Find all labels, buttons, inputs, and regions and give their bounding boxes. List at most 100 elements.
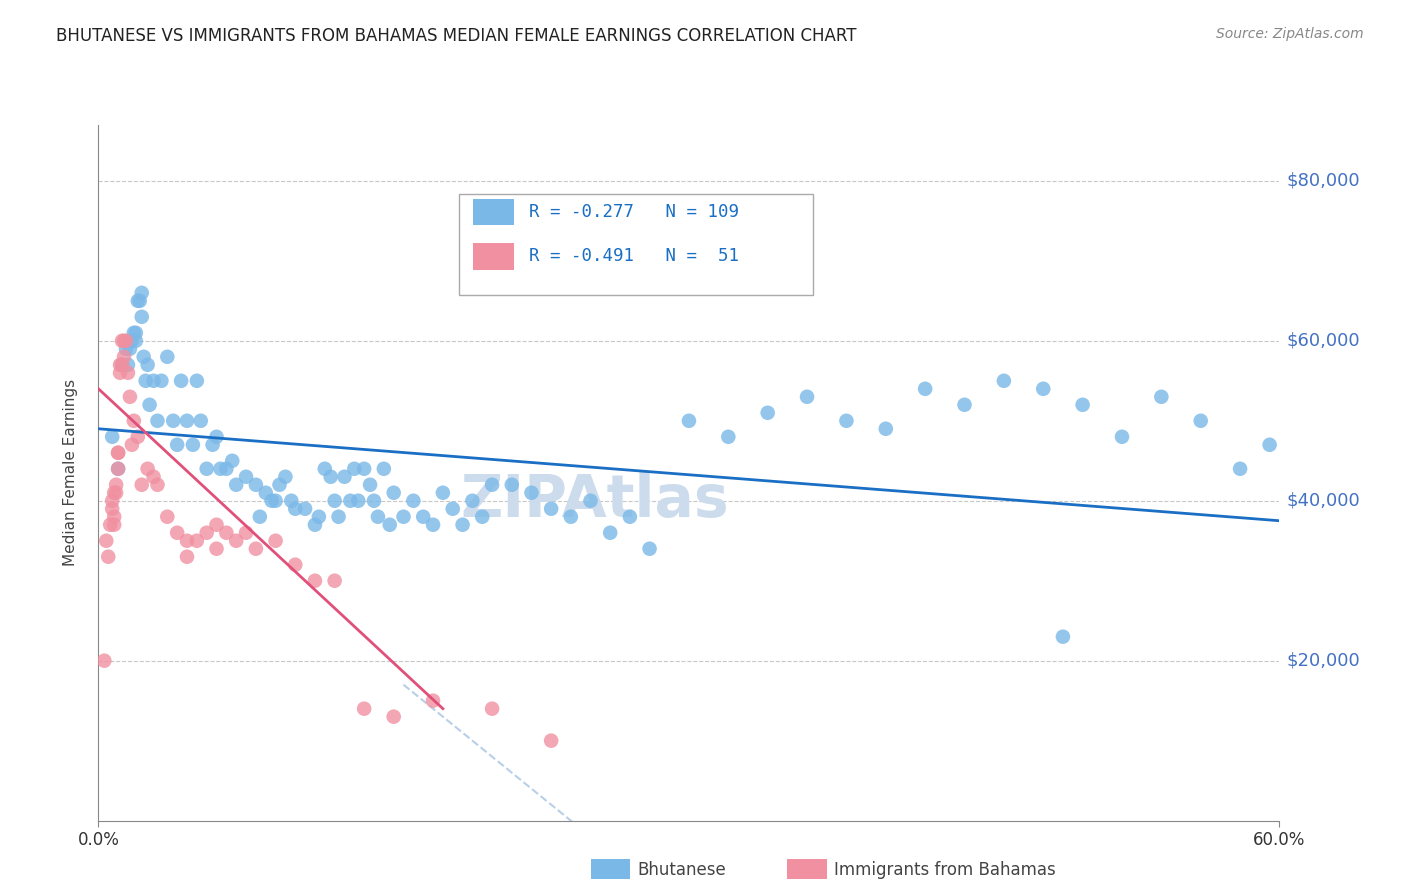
Bar [472, 199, 515, 225]
Point [131, 477, 153, 491]
Point [111, 334, 134, 348]
Point [136, 358, 159, 372]
Point [835, 414, 858, 428]
Point [347, 493, 370, 508]
Point [599, 525, 621, 540]
Point [501, 477, 523, 491]
Point [96, 533, 118, 548]
Point [186, 374, 208, 388]
Point [138, 398, 160, 412]
Point [717, 430, 740, 444]
Point [294, 501, 316, 516]
Point [402, 493, 425, 508]
Point [245, 541, 267, 556]
Point [254, 485, 277, 500]
Point [382, 709, 405, 723]
Point [107, 446, 129, 460]
Point [93, 654, 115, 668]
Point [125, 326, 148, 340]
Point [176, 549, 198, 564]
Point [101, 501, 124, 516]
Point [304, 517, 326, 532]
Point [308, 509, 330, 524]
Point [284, 558, 307, 572]
Point [367, 509, 389, 524]
Point [235, 525, 257, 540]
Point [363, 493, 385, 508]
Point [97, 549, 120, 564]
Point [201, 438, 224, 452]
Point [181, 438, 204, 452]
Bar [472, 244, 515, 269]
Point [1111, 430, 1133, 444]
Point [190, 414, 212, 428]
Point [176, 533, 198, 548]
Point [112, 334, 135, 348]
Text: R = -0.277   N = 109: R = -0.277 N = 109 [530, 202, 740, 221]
Y-axis label: Median Female Earnings: Median Female Earnings [63, 379, 77, 566]
Point [103, 485, 125, 500]
Point [131, 285, 153, 300]
Text: R = -0.491   N =  51: R = -0.491 N = 51 [530, 247, 740, 266]
Point [107, 446, 129, 460]
Text: BHUTANESE VS IMMIGRANTS FROM BAHAMAS MEDIAN FEMALE EARNINGS CORRELATION CHART: BHUTANESE VS IMMIGRANTS FROM BAHAMAS MED… [56, 27, 856, 45]
Point [115, 334, 138, 348]
Point [249, 509, 271, 524]
Point [170, 374, 193, 388]
Point [142, 374, 165, 388]
Point [103, 509, 125, 524]
Point [392, 509, 415, 524]
Point [135, 374, 157, 388]
Point [205, 430, 228, 444]
Point [540, 733, 562, 747]
Point [359, 477, 381, 491]
Point [284, 501, 307, 516]
Point [107, 462, 129, 476]
Point [195, 462, 218, 476]
Point [205, 517, 228, 532]
Point [146, 414, 169, 428]
Point [176, 414, 198, 428]
Point [875, 422, 897, 436]
Point [111, 358, 134, 372]
Point [432, 485, 454, 500]
Point [142, 469, 165, 483]
Point [264, 493, 287, 508]
Point [461, 493, 484, 508]
Point [1032, 382, 1054, 396]
Point [914, 382, 936, 396]
Point [205, 541, 228, 556]
Point [122, 326, 145, 340]
Point [540, 501, 562, 516]
Point [422, 694, 444, 708]
Point [215, 462, 238, 476]
Point [209, 462, 232, 476]
Point [115, 342, 138, 356]
Point [118, 390, 141, 404]
Point [105, 477, 128, 491]
Point [343, 462, 366, 476]
Point [520, 485, 543, 500]
Point [339, 493, 361, 508]
Point [756, 214, 779, 228]
Point [481, 477, 503, 491]
Point [146, 477, 169, 491]
Text: $40,000: $40,000 [1286, 491, 1360, 509]
Point [1071, 398, 1094, 412]
Point [127, 430, 149, 444]
Point [353, 701, 375, 715]
Point [117, 358, 139, 372]
Point [112, 350, 135, 364]
Point [382, 485, 405, 500]
Point [378, 517, 401, 532]
Point [156, 350, 179, 364]
Point [107, 462, 129, 476]
Text: $60,000: $60,000 [1286, 332, 1360, 350]
Point [756, 406, 779, 420]
Point [796, 390, 818, 404]
Point [162, 414, 184, 428]
Text: Source: ZipAtlas.com: Source: ZipAtlas.com [1216, 27, 1364, 41]
Point [323, 574, 346, 588]
Point [225, 533, 247, 548]
Point [264, 533, 287, 548]
